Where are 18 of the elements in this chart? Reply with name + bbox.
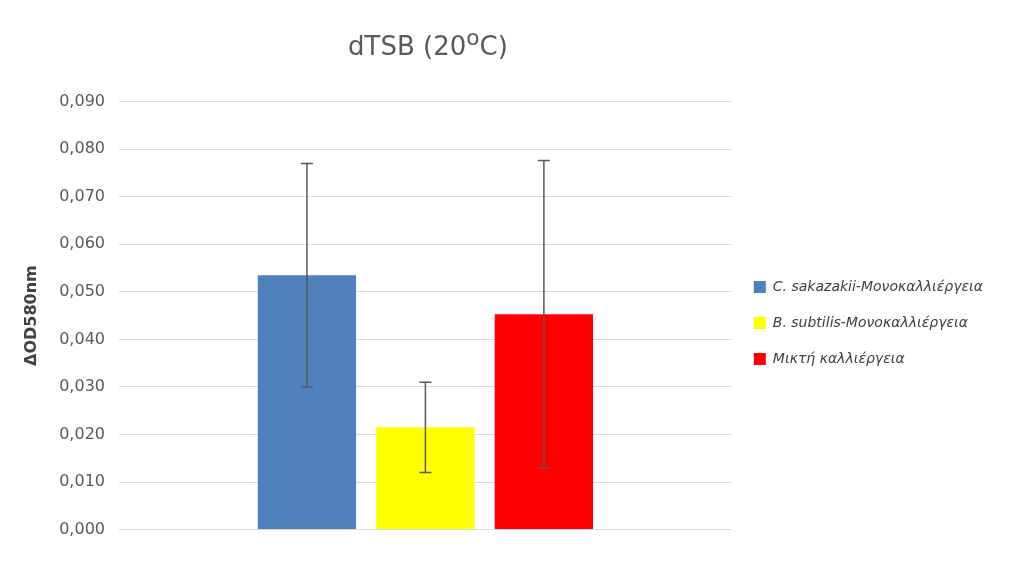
y-tick-label: 0,030 <box>59 376 105 396</box>
bar <box>376 427 475 530</box>
y-tick-label: 0,000 <box>59 518 105 538</box>
bar <box>257 275 357 530</box>
y-tick-label: 0,010 <box>59 471 105 491</box>
bar <box>494 314 594 530</box>
y-tick-label: 0,070 <box>59 185 105 205</box>
y-tick-label: 0,080 <box>59 138 105 158</box>
legend-label: B. subtilis-Μονοκαλλιέργεια <box>772 313 969 330</box>
y-tick-label: 0,050 <box>59 280 105 300</box>
y-tick-label: 0,020 <box>59 423 105 443</box>
y-tick-label: 0,060 <box>59 233 105 253</box>
legend-label: C. sakazakii-Μονοκαλλιέργεια <box>772 277 984 294</box>
y-tick-label: 0,090 <box>59 90 105 110</box>
y-tick-label: 0,040 <box>59 328 105 348</box>
chart-title: dTSB (20$^{o}$C) <box>348 25 508 61</box>
legend-label: Μικτή καλλιέργεια <box>772 349 906 366</box>
y-axis-title: ΔOD580nm <box>20 265 40 366</box>
